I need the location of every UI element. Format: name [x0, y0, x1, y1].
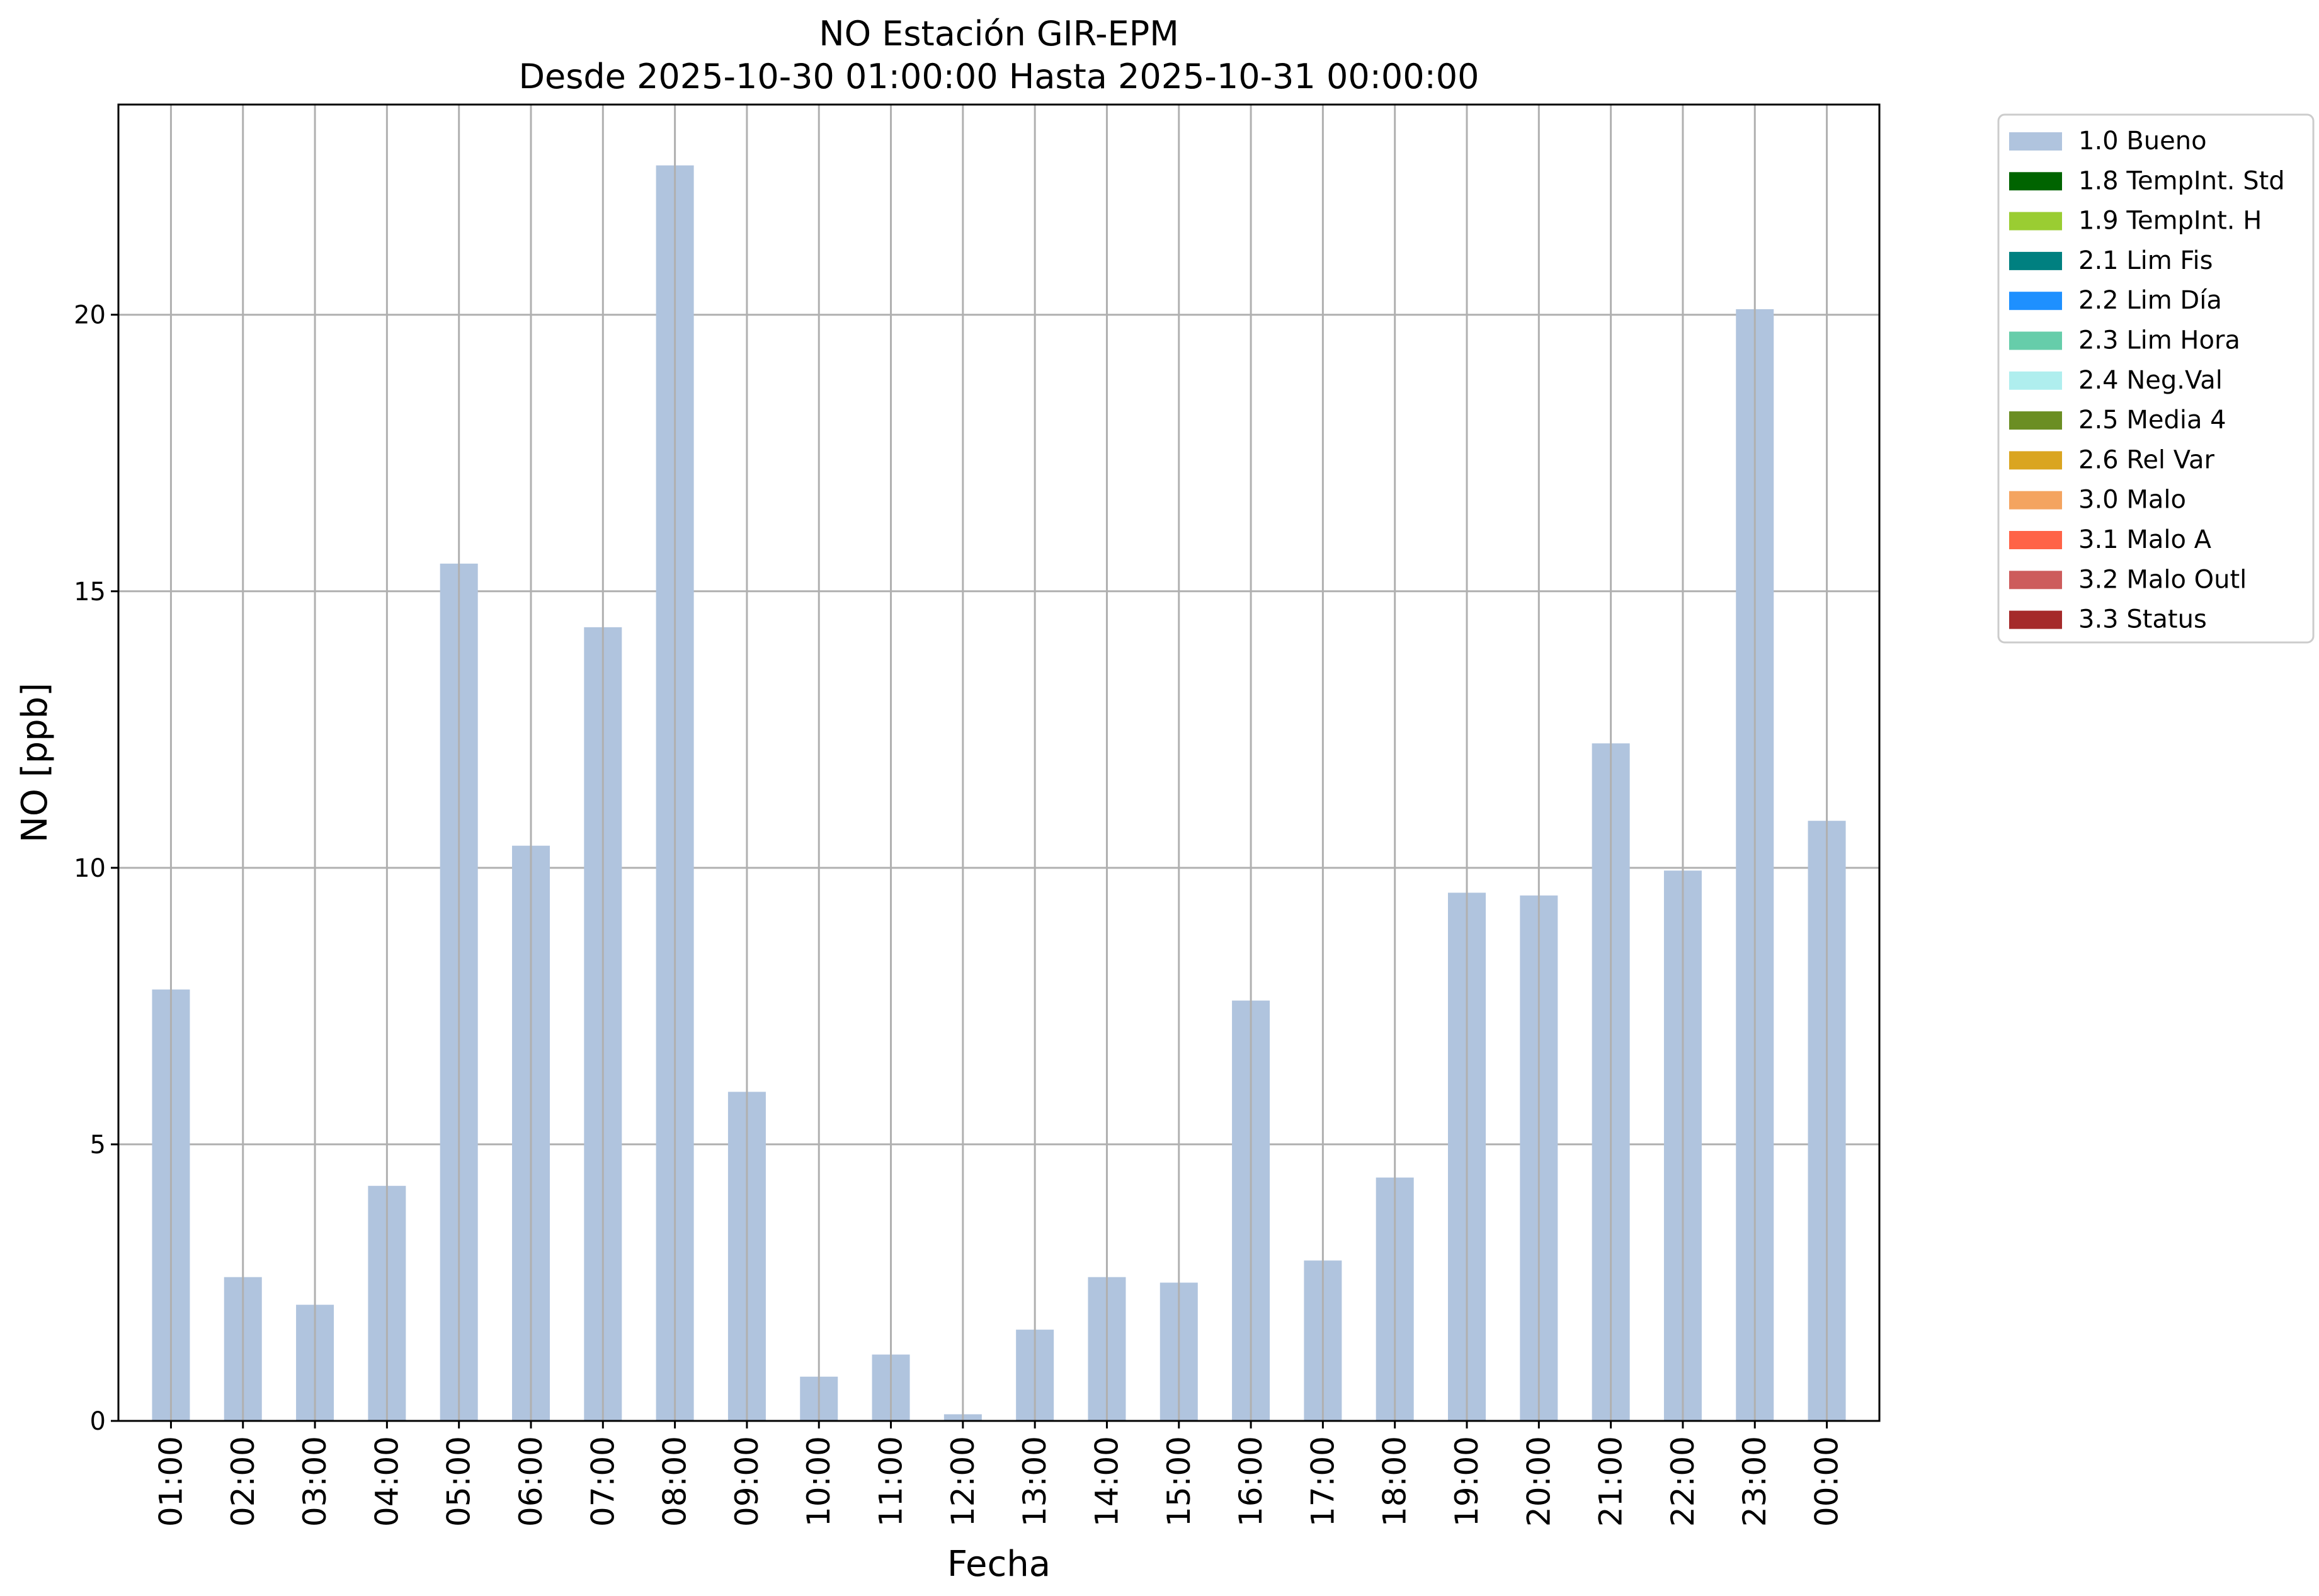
legend: 1.0 Bueno 1.8 TempInt. Std 1.9 TempInt. H 2… — [1997, 113, 2315, 644]
legend-frame — [1997, 113, 2315, 644]
legend-label: 2.5 Media 4 — [2078, 406, 2226, 435]
legend-swatch — [2009, 172, 2062, 191]
legend-swatch — [2009, 491, 2062, 510]
legend-label: 1.0 Bueno — [2078, 127, 2207, 156]
chart-subtitle: Desde 2025-10-30 01:00:00 Hasta 2025-10-… — [518, 57, 1479, 96]
x-tick-label: 16:00 — [1233, 1436, 1269, 1527]
y-axis: 0 5 10 15 20 — [74, 301, 118, 1436]
legend-label: 1.9 TempInt. H — [2078, 207, 2262, 236]
grid — [118, 314, 1879, 1146]
y-tick-label: 20 — [74, 301, 106, 330]
x-tick-label: 18:00 — [1377, 1436, 1413, 1527]
x-tick-label: 03:00 — [297, 1436, 333, 1527]
legend-label: 3.3 Status — [2078, 605, 2207, 634]
legend-label: 1.8 TempInt. Std — [2078, 166, 2285, 195]
x-tick-label: 13:00 — [1017, 1436, 1053, 1527]
y-axis-label: NO [ppb] — [14, 683, 55, 843]
vertical-grid — [169, 105, 1828, 1421]
x-axis: 01:00 02:00 03:00 04:00 05:00 06:00 07:00 08:00… — [152, 1421, 1845, 1527]
x-tick-label: 08:00 — [657, 1436, 693, 1527]
x-tick-label: 14:00 — [1088, 1436, 1125, 1527]
legend-swatch — [2009, 531, 2062, 549]
x-tick-label: 20:00 — [1520, 1436, 1557, 1527]
y-tick-label: 10 — [74, 854, 106, 883]
x-axis-label: Fecha — [947, 1544, 1051, 1585]
y-tick-label: 15 — [74, 578, 106, 607]
bars — [152, 165, 1846, 1422]
legend-swatch — [2009, 212, 2062, 231]
y-tick-label: 0 — [90, 1407, 106, 1436]
legend-swatch — [2009, 132, 2062, 151]
legend-label: 2.6 Rel Var — [2078, 445, 2215, 474]
x-tick-label: 23:00 — [1736, 1436, 1773, 1527]
legend-label: 3.1 Malo A — [2078, 525, 2212, 554]
chart-title: NO Estación GIR-EPM — [819, 14, 1179, 54]
x-tick-label: 07:00 — [584, 1436, 621, 1527]
legend-swatch — [2009, 292, 2062, 311]
legend-label: 2.1 Lim Fis — [2078, 246, 2213, 275]
legend-swatch — [2009, 331, 2062, 350]
x-tick-label: 17:00 — [1304, 1436, 1341, 1527]
y-tick-label: 5 — [90, 1131, 106, 1160]
x-tick-label: 05:00 — [441, 1436, 477, 1527]
x-tick-label: 06:00 — [513, 1436, 549, 1527]
x-tick-label: 15:00 — [1161, 1436, 1197, 1527]
x-tick-label: 12:00 — [945, 1436, 981, 1527]
x-tick-label: 10:00 — [801, 1436, 837, 1527]
x-tick-label: 19:00 — [1449, 1436, 1485, 1527]
x-tick-label: 21:00 — [1593, 1436, 1629, 1527]
x-tick-label: 04:00 — [368, 1436, 405, 1527]
legend-label: 2.3 Lim Hora — [2078, 326, 2240, 355]
legend-swatch — [2009, 571, 2062, 590]
legend-swatch — [2009, 610, 2062, 629]
x-tick-label: 01:00 — [152, 1436, 189, 1527]
legend-label: 3.0 Malo — [2078, 486, 2186, 515]
legend-label: 2.2 Lim Día — [2078, 286, 2222, 315]
x-tick-label: 09:00 — [729, 1436, 765, 1527]
x-tick-label: 00:00 — [1809, 1436, 1845, 1527]
legend-label: 3.2 Malo Outl — [2078, 565, 2247, 594]
x-tick-label: 11:00 — [873, 1436, 909, 1527]
legend-swatch — [2009, 411, 2062, 430]
x-tick-label: 22:00 — [1665, 1436, 1701, 1527]
x-tick-label: 02:00 — [225, 1436, 261, 1527]
plot-frame — [117, 103, 1881, 1422]
legend-label: 2.4 Neg.Val — [2078, 366, 2223, 395]
legend-swatch — [2009, 371, 2062, 390]
legend-swatch — [2009, 451, 2062, 470]
legend-swatch — [2009, 251, 2062, 270]
